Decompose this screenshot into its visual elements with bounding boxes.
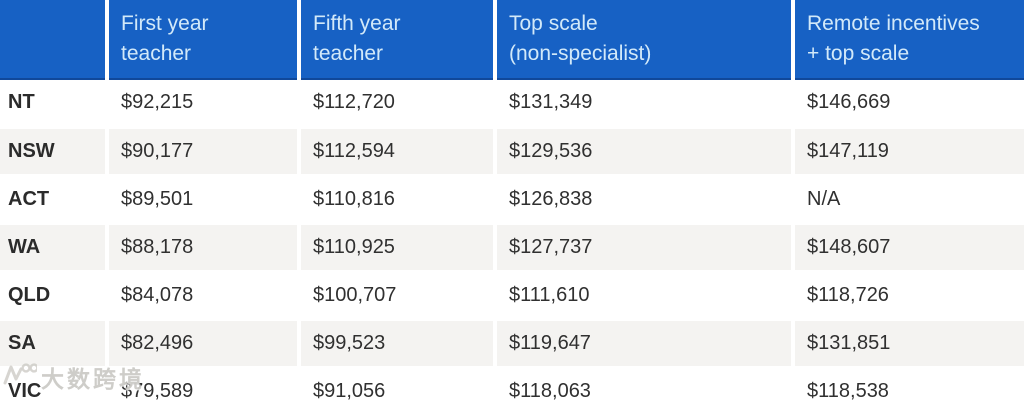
cell-value: $79,589 [107,367,301,400]
cell-value: $92,215 [107,79,301,129]
cell-value: $131,349 [495,79,795,129]
table-body: NT $92,215 $112,720 $131,349 $146,669 NS… [0,79,1024,400]
cell-value: $148,607 [793,223,1024,273]
cell-value: $118,063 [495,367,795,400]
cell-value: $126,838 [495,175,795,225]
cell-value: $88,178 [107,223,301,273]
table-header: First year teacher Fifth year teacher To… [0,0,1024,80]
header-first-year: First year teacher [107,0,301,80]
cell-value: $99,523 [299,319,497,369]
header-remote-incentives: Remote incentives + top scale [793,0,1024,80]
cell-value: $129,536 [495,127,795,177]
row-header-state: NT [0,79,109,129]
row-header-state: ACT [0,175,109,225]
header-corner-cell [0,0,109,80]
cell-value: $112,720 [299,79,497,129]
row-header-state: VIC [0,367,109,400]
cell-value: $112,594 [299,127,497,177]
table-row: QLD $84,078 $100,707 $111,610 $118,726 [0,271,1024,321]
cell-value: $118,726 [793,271,1024,321]
table-row: WA $88,178 $110,925 $127,737 $148,607 [0,223,1024,273]
cell-value: $118,538 [793,367,1024,400]
cell-value: $91,056 [299,367,497,400]
cell-value: $110,816 [299,175,497,225]
cell-value: $82,496 [107,319,301,369]
cell-value: $131,851 [793,319,1024,369]
table-row: SA $82,496 $99,523 $119,647 $131,851 [0,319,1024,369]
cell-value: N/A [793,175,1024,225]
table-row: NSW $90,177 $112,594 $129,536 $147,119 [0,127,1024,177]
table-row: VIC $79,589 $91,056 $118,063 $118,538 [0,367,1024,400]
table-row: ACT $89,501 $110,816 $126,838 N/A [0,175,1024,225]
cell-value: $90,177 [107,127,301,177]
table-row: NT $92,215 $112,720 $131,349 $146,669 [0,79,1024,129]
header-row: First year teacher Fifth year teacher To… [0,0,1024,80]
cell-value: $100,707 [299,271,497,321]
cell-value: $89,501 [107,175,301,225]
row-header-state: WA [0,223,109,273]
cell-value: $119,647 [495,319,795,369]
header-top-scale: Top scale (non-specialist) [495,0,795,80]
cell-value: $147,119 [793,127,1024,177]
cell-value: $111,610 [495,271,795,321]
cell-value: $127,737 [495,223,795,273]
cell-value: $110,925 [299,223,497,273]
cell-value: $84,078 [107,271,301,321]
row-header-state: SA [0,319,109,369]
header-fifth-year: Fifth year teacher [299,0,497,80]
row-header-state: QLD [0,271,109,321]
row-header-state: NSW [0,127,109,177]
cell-value: $146,669 [793,79,1024,129]
